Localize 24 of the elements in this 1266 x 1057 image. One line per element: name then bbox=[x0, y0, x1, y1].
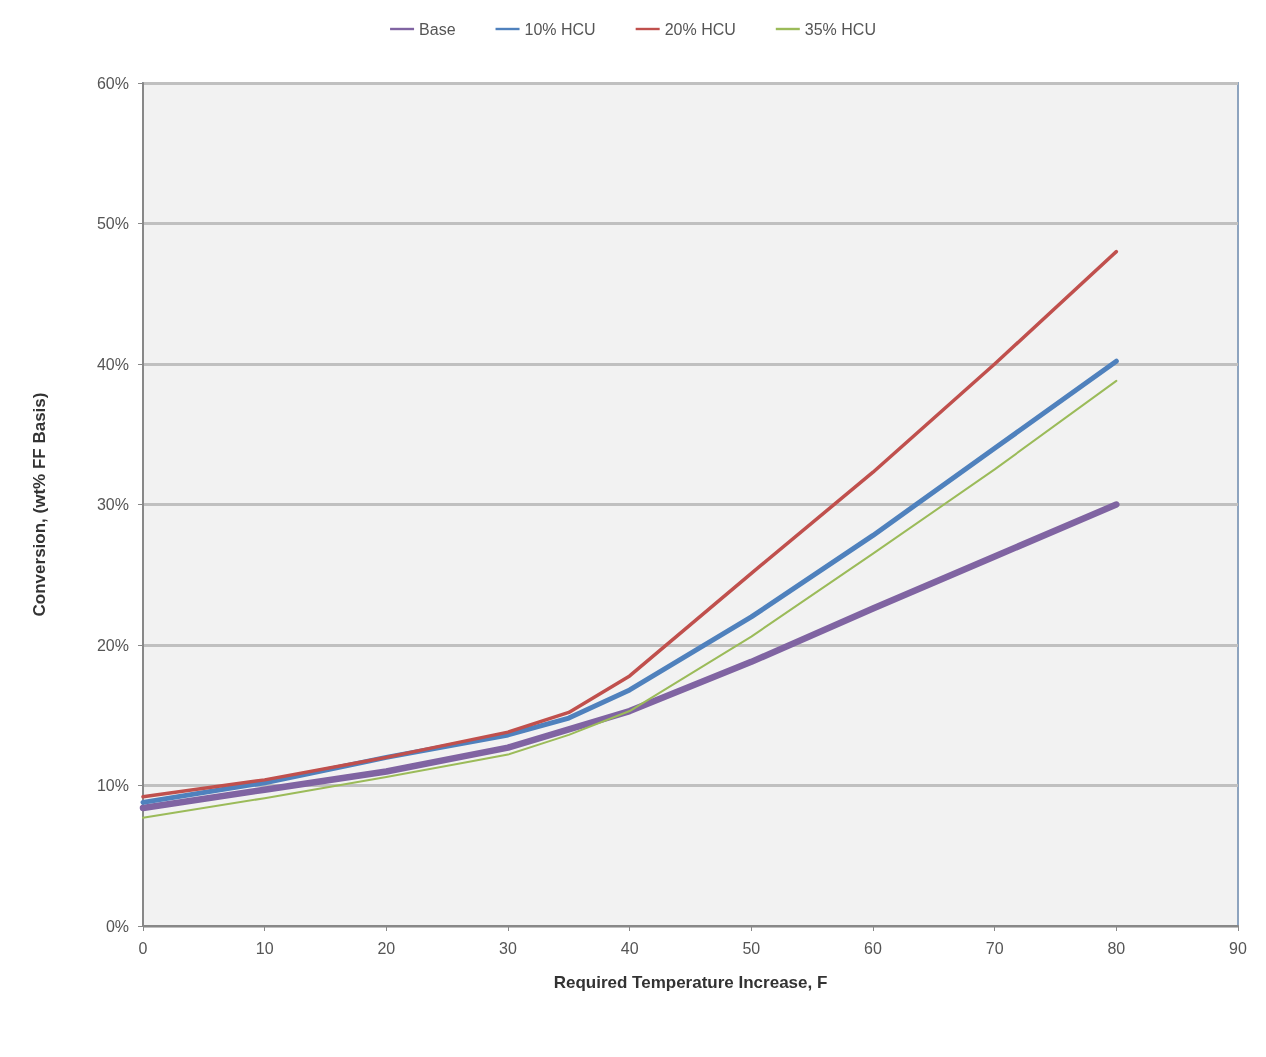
x-axis-title: Required Temperature Increase, F bbox=[553, 973, 828, 992]
legend-label: 35% HCU bbox=[804, 20, 876, 38]
x-tick-label: 80 bbox=[1107, 939, 1126, 957]
y-tick-label: 0% bbox=[105, 917, 129, 935]
y-tick-label: 40% bbox=[96, 355, 129, 373]
x-tick-label: 20 bbox=[377, 939, 396, 957]
y-axis-title: Conversion, (wt% FF Basis) bbox=[30, 392, 49, 617]
line-series bbox=[141, 249, 1119, 799]
legend-label: Base bbox=[419, 20, 456, 38]
x-tick-label: 10 bbox=[255, 939, 274, 957]
x-tick-label: 70 bbox=[985, 939, 1004, 957]
y-tick-label: 10% bbox=[96, 777, 129, 794]
x-tick-label: 50 bbox=[742, 939, 761, 957]
y-tick-label: 60% bbox=[96, 74, 129, 92]
y-tick-label: 30% bbox=[96, 496, 129, 513]
x-tick-label: 40 bbox=[620, 939, 639, 957]
y-tick-label: 20% bbox=[96, 636, 129, 654]
legend-label: 20% HCU bbox=[664, 20, 736, 38]
x-tick-label: 60 bbox=[864, 939, 882, 957]
x-tick-label: 30 bbox=[499, 939, 517, 957]
x-tick-label: 90 bbox=[1229, 939, 1247, 957]
y-tick-label: 50% bbox=[96, 215, 129, 232]
x-tick-label: 0 bbox=[138, 939, 148, 957]
legend-label: 10% HCU bbox=[524, 20, 596, 38]
